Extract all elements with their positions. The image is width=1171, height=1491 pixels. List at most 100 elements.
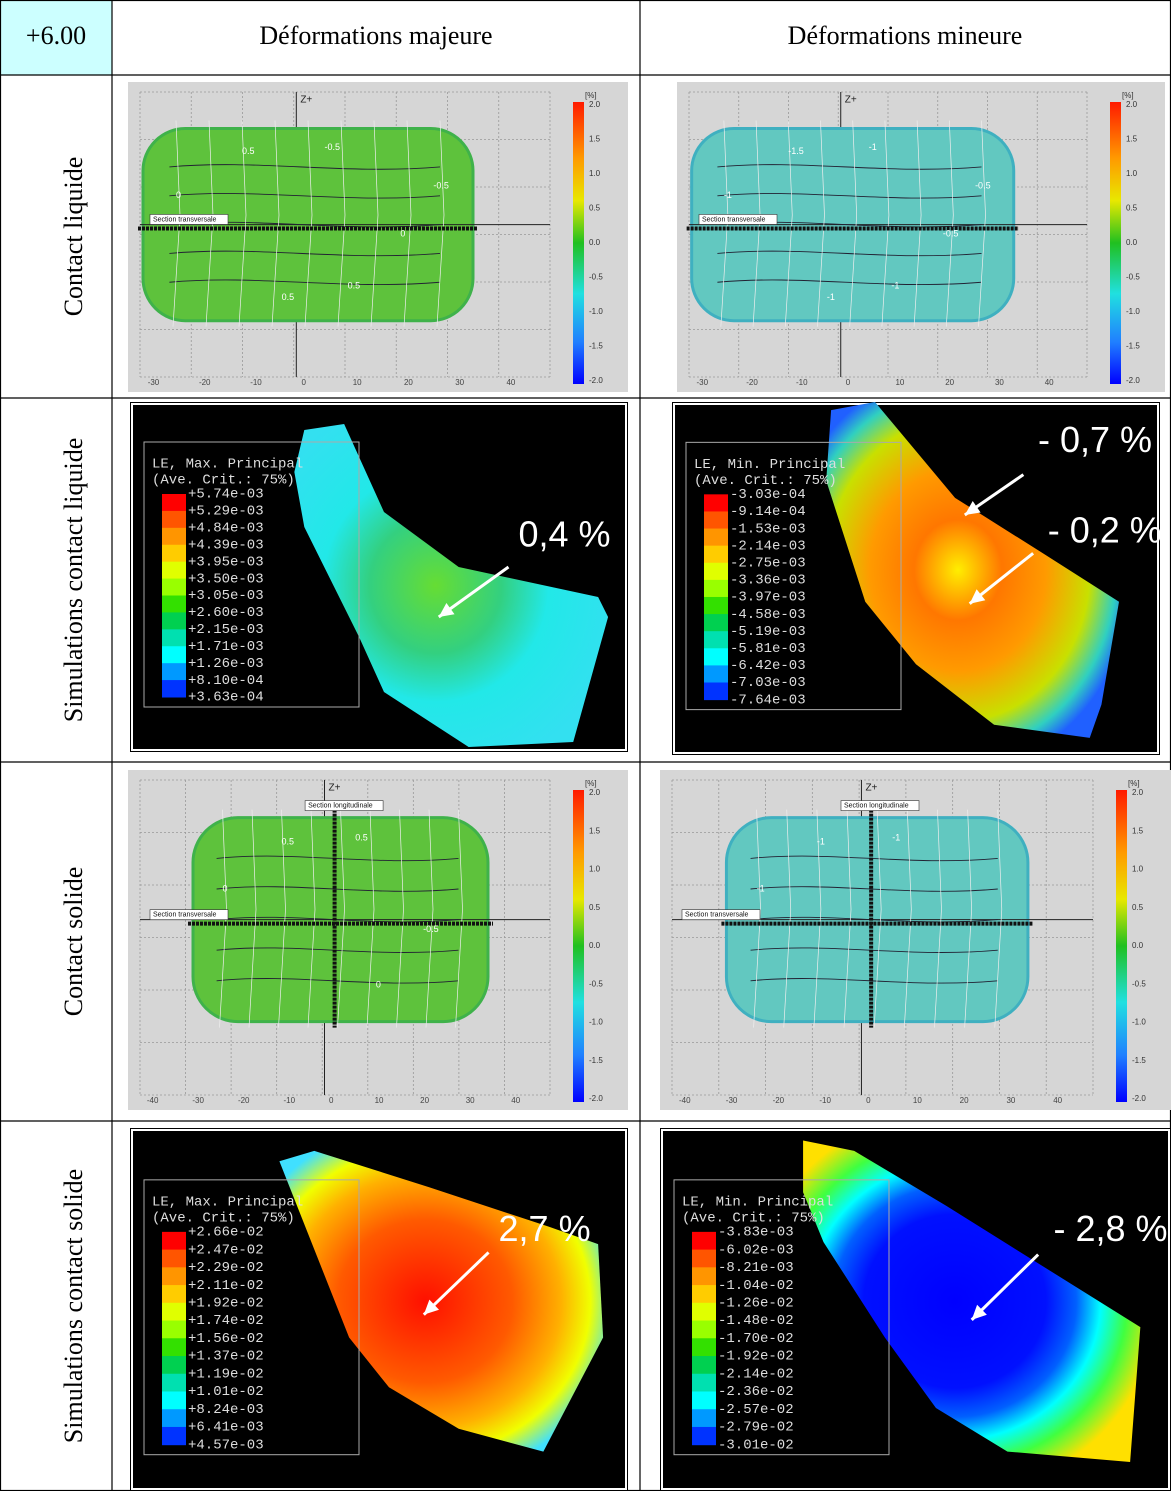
legend-swatch — [692, 1391, 716, 1410]
legend-value: +1.19e-02 — [188, 1366, 264, 1382]
strain-path — [753, 809, 761, 1028]
colorbar-label: 1.5 — [1132, 826, 1144, 835]
legend-swatch — [692, 1320, 716, 1339]
legend-value: +2.66e-02 — [188, 1225, 264, 1241]
legend-value: -6.42e-03 — [730, 658, 806, 674]
image-frame — [131, 403, 627, 751]
section-tag — [149, 214, 229, 225]
legend-value: +1.92e-02 — [188, 1296, 264, 1312]
legend-swatch — [162, 663, 186, 681]
strain-path — [843, 809, 852, 1028]
strain-path — [813, 809, 822, 1028]
colorbar-label: -2.0 — [589, 1094, 603, 1103]
strain-path — [455, 809, 463, 1028]
x-tick-label: -30 — [696, 378, 708, 387]
colorbar-label: -1.5 — [589, 1056, 603, 1065]
colorbar-label: 1.0 — [1132, 865, 1144, 874]
x-tick-label: 30 — [466, 1096, 475, 1105]
legend-frame — [143, 1179, 360, 1456]
colorbar-label: 1.0 — [589, 865, 601, 874]
x-tick-label: 0 — [846, 378, 851, 387]
strain-path — [370, 120, 379, 327]
legend-value: +8.24e-03 — [188, 1402, 264, 1418]
row-label: Simulations contact solide — [59, 1169, 88, 1443]
x-tick-label: 30 — [455, 378, 464, 387]
legend-value: +1.74e-02 — [188, 1313, 264, 1329]
x-tick-label: 10 — [353, 378, 362, 387]
axis-label: Z+ — [845, 95, 857, 106]
colorbar — [573, 102, 584, 384]
strain-path — [913, 120, 922, 327]
legend-value: -1.70e-02 — [718, 1331, 794, 1347]
strain-path — [216, 886, 459, 892]
x-tick-label: 40 — [506, 378, 515, 387]
legend-value: -3.03e-04 — [730, 487, 806, 503]
strain-path — [304, 120, 313, 327]
colorbar-label: 0.0 — [1132, 941, 1144, 950]
legend-swatch — [162, 544, 186, 563]
strain-path — [238, 120, 247, 327]
strain-path — [849, 120, 858, 327]
legend-swatch — [692, 1356, 716, 1375]
legend-value: -7.64e-03 — [730, 692, 806, 708]
contour-label: -0.5 — [325, 142, 341, 152]
x-tick-label: 0 — [866, 1096, 871, 1105]
legend-swatch — [162, 680, 186, 698]
legend-swatch — [704, 665, 728, 684]
legend-value: -3.01e-02 — [718, 1437, 794, 1453]
contour-label: -0.5 — [423, 924, 439, 934]
legend-value: -1.92e-02 — [718, 1349, 794, 1365]
image-frame — [673, 403, 1159, 754]
contour-label: -0.5 — [433, 181, 449, 191]
strain-path — [994, 809, 1003, 1028]
x-tick-label: -10 — [819, 1096, 831, 1105]
strain-path — [717, 250, 982, 257]
x-tick-label: -10 — [250, 378, 262, 387]
strain-path — [717, 279, 982, 285]
row-label: Contact liquide — [59, 157, 88, 317]
legend-value: -2.75e-03 — [730, 555, 806, 571]
contour-label: -0.5 — [975, 181, 991, 191]
legend-swatch — [704, 614, 728, 632]
legend-swatch — [704, 648, 728, 666]
strain-path — [169, 164, 441, 170]
x-tick-label: 0 — [301, 378, 306, 387]
legend-swatch — [162, 1249, 186, 1268]
legend-swatch — [704, 682, 728, 701]
legend-swatch — [704, 494, 728, 512]
arrow-head — [971, 1304, 987, 1320]
x-tick-label: 0 — [329, 1096, 334, 1105]
legend-swatch — [704, 562, 728, 581]
colorbar-label: -0.5 — [589, 979, 603, 988]
legend-frame — [685, 441, 902, 711]
legend-swatch — [704, 596, 728, 615]
x-tick-label: -20 — [773, 1096, 785, 1105]
strain-path — [403, 120, 412, 327]
colorbar-label: -2.0 — [589, 376, 603, 385]
legend-value: -3.36e-03 — [730, 573, 806, 589]
legend-swatch — [692, 1249, 716, 1268]
colorbar-label: 1.5 — [589, 826, 601, 835]
strain-field — [294, 424, 609, 747]
contour-label: 0.5 — [282, 836, 295, 846]
x-tick-label: -40 — [147, 1096, 159, 1105]
annotation: 0,4 % — [518, 514, 610, 555]
legend-subtitle: (Ave. Crit.: 75%) — [152, 473, 295, 489]
legend-value: +5.29e-03 — [188, 504, 264, 520]
column-header: Déformations majeure — [259, 21, 492, 50]
x-tick-label: -30 — [726, 1096, 738, 1105]
colorbar-label: 2.0 — [589, 788, 601, 797]
strain-path — [169, 250, 441, 257]
arrow-head — [969, 589, 986, 604]
colorbar-label: -1.5 — [589, 342, 603, 351]
colorbar-unit: [%] — [585, 779, 597, 788]
legend-subtitle: (Ave. Crit.: 75%) — [152, 1211, 295, 1227]
x-tick-label: 10 — [895, 378, 904, 387]
section-tag — [681, 909, 761, 920]
strain-path — [817, 120, 825, 327]
x-tick-label: -20 — [746, 378, 758, 387]
legend-value: +2.11e-02 — [188, 1278, 264, 1294]
colorbar-label: 1.0 — [1126, 169, 1138, 178]
legend-swatch — [162, 629, 186, 647]
legend-value: -1.26e-02 — [718, 1296, 794, 1312]
